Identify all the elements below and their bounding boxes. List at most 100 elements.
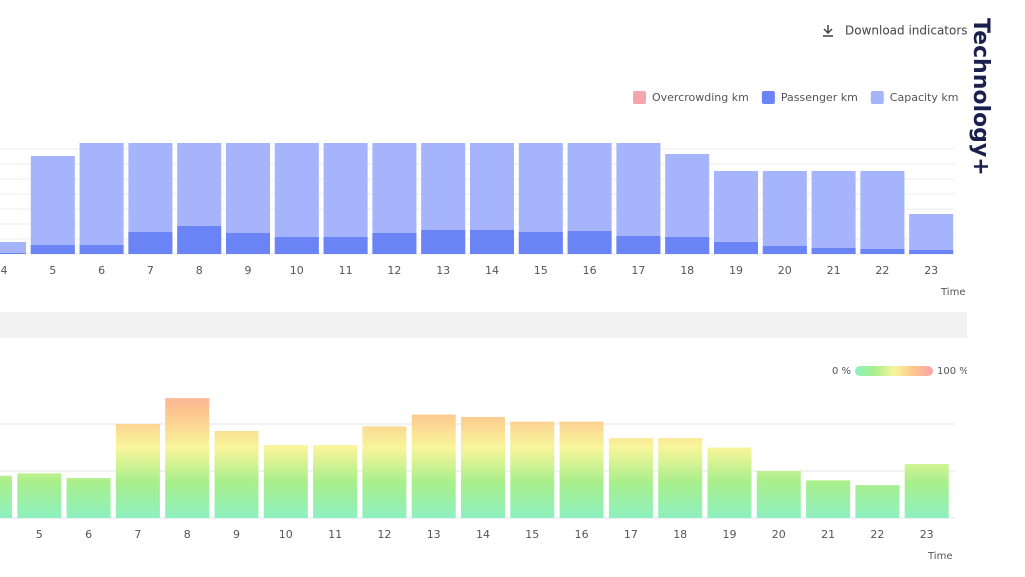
bar — [411, 414, 456, 518]
x-tick-label: 8 — [184, 528, 191, 541]
bar — [518, 232, 563, 254]
bar — [323, 143, 368, 254]
bar — [214, 431, 259, 518]
dashboard: Download indicators Time Time 0 % 100 % … — [0, 24, 967, 562]
bar — [165, 398, 210, 518]
x-tick-label: 22 — [870, 528, 884, 541]
section-divider — [0, 312, 967, 338]
bar — [274, 237, 319, 254]
bar — [30, 245, 75, 254]
bar — [115, 424, 160, 518]
bar — [665, 237, 710, 254]
x-tick-label: 14 — [476, 528, 490, 541]
x-tick-label: 20 — [778, 264, 792, 277]
legend-label: Overcrowding km — [652, 91, 749, 104]
bar — [559, 421, 604, 518]
legend-label: Passenger km — [781, 91, 858, 104]
x-tick-label: 23 — [924, 264, 938, 277]
x-tick-label: 8 — [196, 264, 203, 277]
brand: Technology+ — [968, 18, 993, 176]
bar — [811, 171, 856, 254]
bar — [30, 156, 75, 254]
bar — [714, 171, 758, 254]
x-tick-label: 16 — [583, 264, 597, 277]
legend-label: Capacity km — [890, 91, 959, 104]
x-tick-label: 13 — [436, 264, 450, 277]
legend-swatch — [761, 91, 775, 104]
x-tick-label: 13 — [427, 528, 441, 541]
x-tick-label: 6 — [85, 528, 92, 541]
x-tick-label: 5 — [36, 528, 43, 541]
bar — [362, 426, 407, 518]
bar — [707, 447, 752, 518]
bar — [79, 143, 124, 254]
x-tick-label: 15 — [525, 528, 539, 541]
bar — [17, 473, 62, 518]
bar — [461, 416, 505, 518]
x-tick-label: 19 — [723, 528, 737, 541]
bar — [323, 237, 368, 254]
x-tick-label: 22 — [875, 264, 889, 277]
bar — [909, 214, 954, 254]
bar — [0, 475, 12, 518]
bar — [811, 248, 856, 254]
x-tick-label: 21 — [827, 264, 841, 277]
bar — [510, 421, 555, 518]
x-tick-label: 20 — [772, 528, 786, 541]
x-tick-label: 14 — [485, 264, 499, 277]
x-tick-label: 11 — [328, 528, 342, 541]
bar — [372, 233, 417, 254]
x-tick-label: 7 — [147, 264, 154, 277]
download-label[interactable]: Download indicators — [845, 24, 967, 38]
bar — [0, 242, 26, 254]
bar — [658, 438, 703, 518]
bar — [66, 478, 111, 518]
x-tick-label: 18 — [680, 264, 694, 277]
x-tick-label: 19 — [729, 264, 743, 277]
bar — [263, 445, 308, 518]
x-tick-label: 21 — [821, 528, 835, 541]
bar — [0, 253, 26, 254]
bar — [762, 171, 807, 254]
scale-max-label: 100 % — [937, 366, 967, 377]
bar — [177, 226, 222, 254]
color-scale — [855, 366, 933, 376]
x-tick-label: 5 — [49, 264, 56, 277]
x-tick-label: 6 — [98, 264, 105, 277]
x-tick-label: 12 — [387, 264, 401, 277]
x-tick-label: 9 — [233, 528, 240, 541]
bar — [806, 480, 851, 518]
bar — [714, 242, 758, 254]
x-tick-label: 10 — [279, 528, 293, 541]
bar — [421, 230, 466, 254]
bar — [470, 230, 514, 254]
x-tick-label: 4 — [1, 264, 8, 277]
x-tick-label: 12 — [377, 528, 391, 541]
x-tick-label: 15 — [534, 264, 548, 277]
bar — [128, 232, 173, 254]
bar — [608, 438, 653, 518]
x-tick-label: 10 — [290, 264, 304, 277]
bar — [909, 250, 954, 254]
bar — [79, 245, 124, 254]
legend-swatch — [870, 91, 884, 104]
bar — [762, 246, 807, 254]
x-tick-label: 7 — [134, 528, 141, 541]
x-tick-label: 9 — [245, 264, 252, 277]
scale-min-label: 0 % — [832, 366, 851, 377]
x-tick-label: 16 — [575, 528, 589, 541]
bar — [616, 236, 661, 254]
x-tick-label: 23 — [920, 528, 934, 541]
bar — [756, 471, 801, 518]
bar — [274, 143, 319, 254]
bar — [855, 485, 900, 518]
bar — [567, 231, 612, 254]
bar — [860, 249, 905, 254]
x-axis-label: Time — [940, 287, 965, 298]
bar — [904, 463, 949, 518]
bar — [313, 445, 358, 518]
download-button[interactable]: Download indicators — [823, 24, 967, 38]
download-icon — [823, 25, 833, 37]
x-tick-label: 17 — [631, 264, 645, 277]
